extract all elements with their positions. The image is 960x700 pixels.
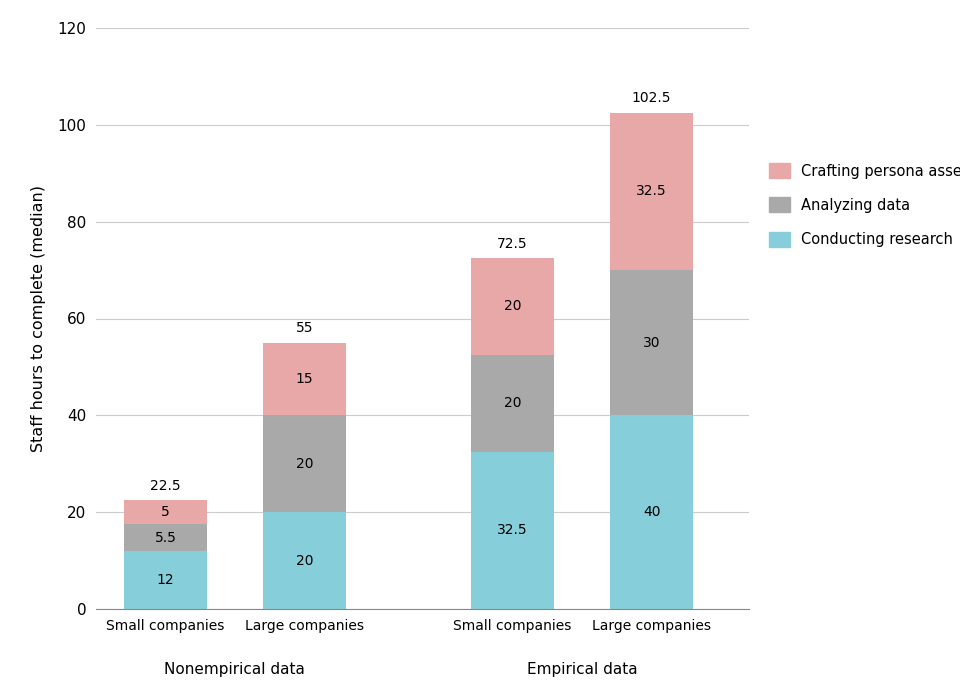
Bar [610,415,693,609]
Text: 102.5: 102.5 [632,92,671,106]
Text: 30: 30 [643,336,660,350]
Text: 20: 20 [296,554,313,568]
Text: 55: 55 [296,321,313,335]
Bar [263,343,346,415]
Text: 20: 20 [504,396,521,410]
Text: 72.5: 72.5 [497,237,528,251]
Bar [263,415,346,512]
Text: Nonempirical data: Nonempirical data [164,662,305,677]
Bar [124,500,207,524]
Legend: Crafting persona assets, Analyzing data, Conducting research: Crafting persona assets, Analyzing data,… [769,163,960,247]
Bar [610,113,693,270]
Bar [471,258,554,355]
Bar [610,270,693,415]
Text: 5.5: 5.5 [155,531,177,545]
Bar [124,524,207,551]
Y-axis label: Staff hours to complete (median): Staff hours to complete (median) [32,185,46,452]
Text: 15: 15 [296,372,313,386]
Text: 20: 20 [504,300,521,314]
Bar [263,512,346,609]
Bar [471,355,554,452]
Text: 22.5: 22.5 [150,479,180,493]
Text: 40: 40 [643,505,660,519]
Text: 20: 20 [296,457,313,470]
Bar [124,551,207,609]
Text: 32.5: 32.5 [636,184,667,198]
Text: 12: 12 [156,573,175,587]
Text: 32.5: 32.5 [497,524,528,538]
Text: 5: 5 [161,505,170,519]
Bar [471,452,554,609]
Text: Empirical data: Empirical data [527,662,637,677]
